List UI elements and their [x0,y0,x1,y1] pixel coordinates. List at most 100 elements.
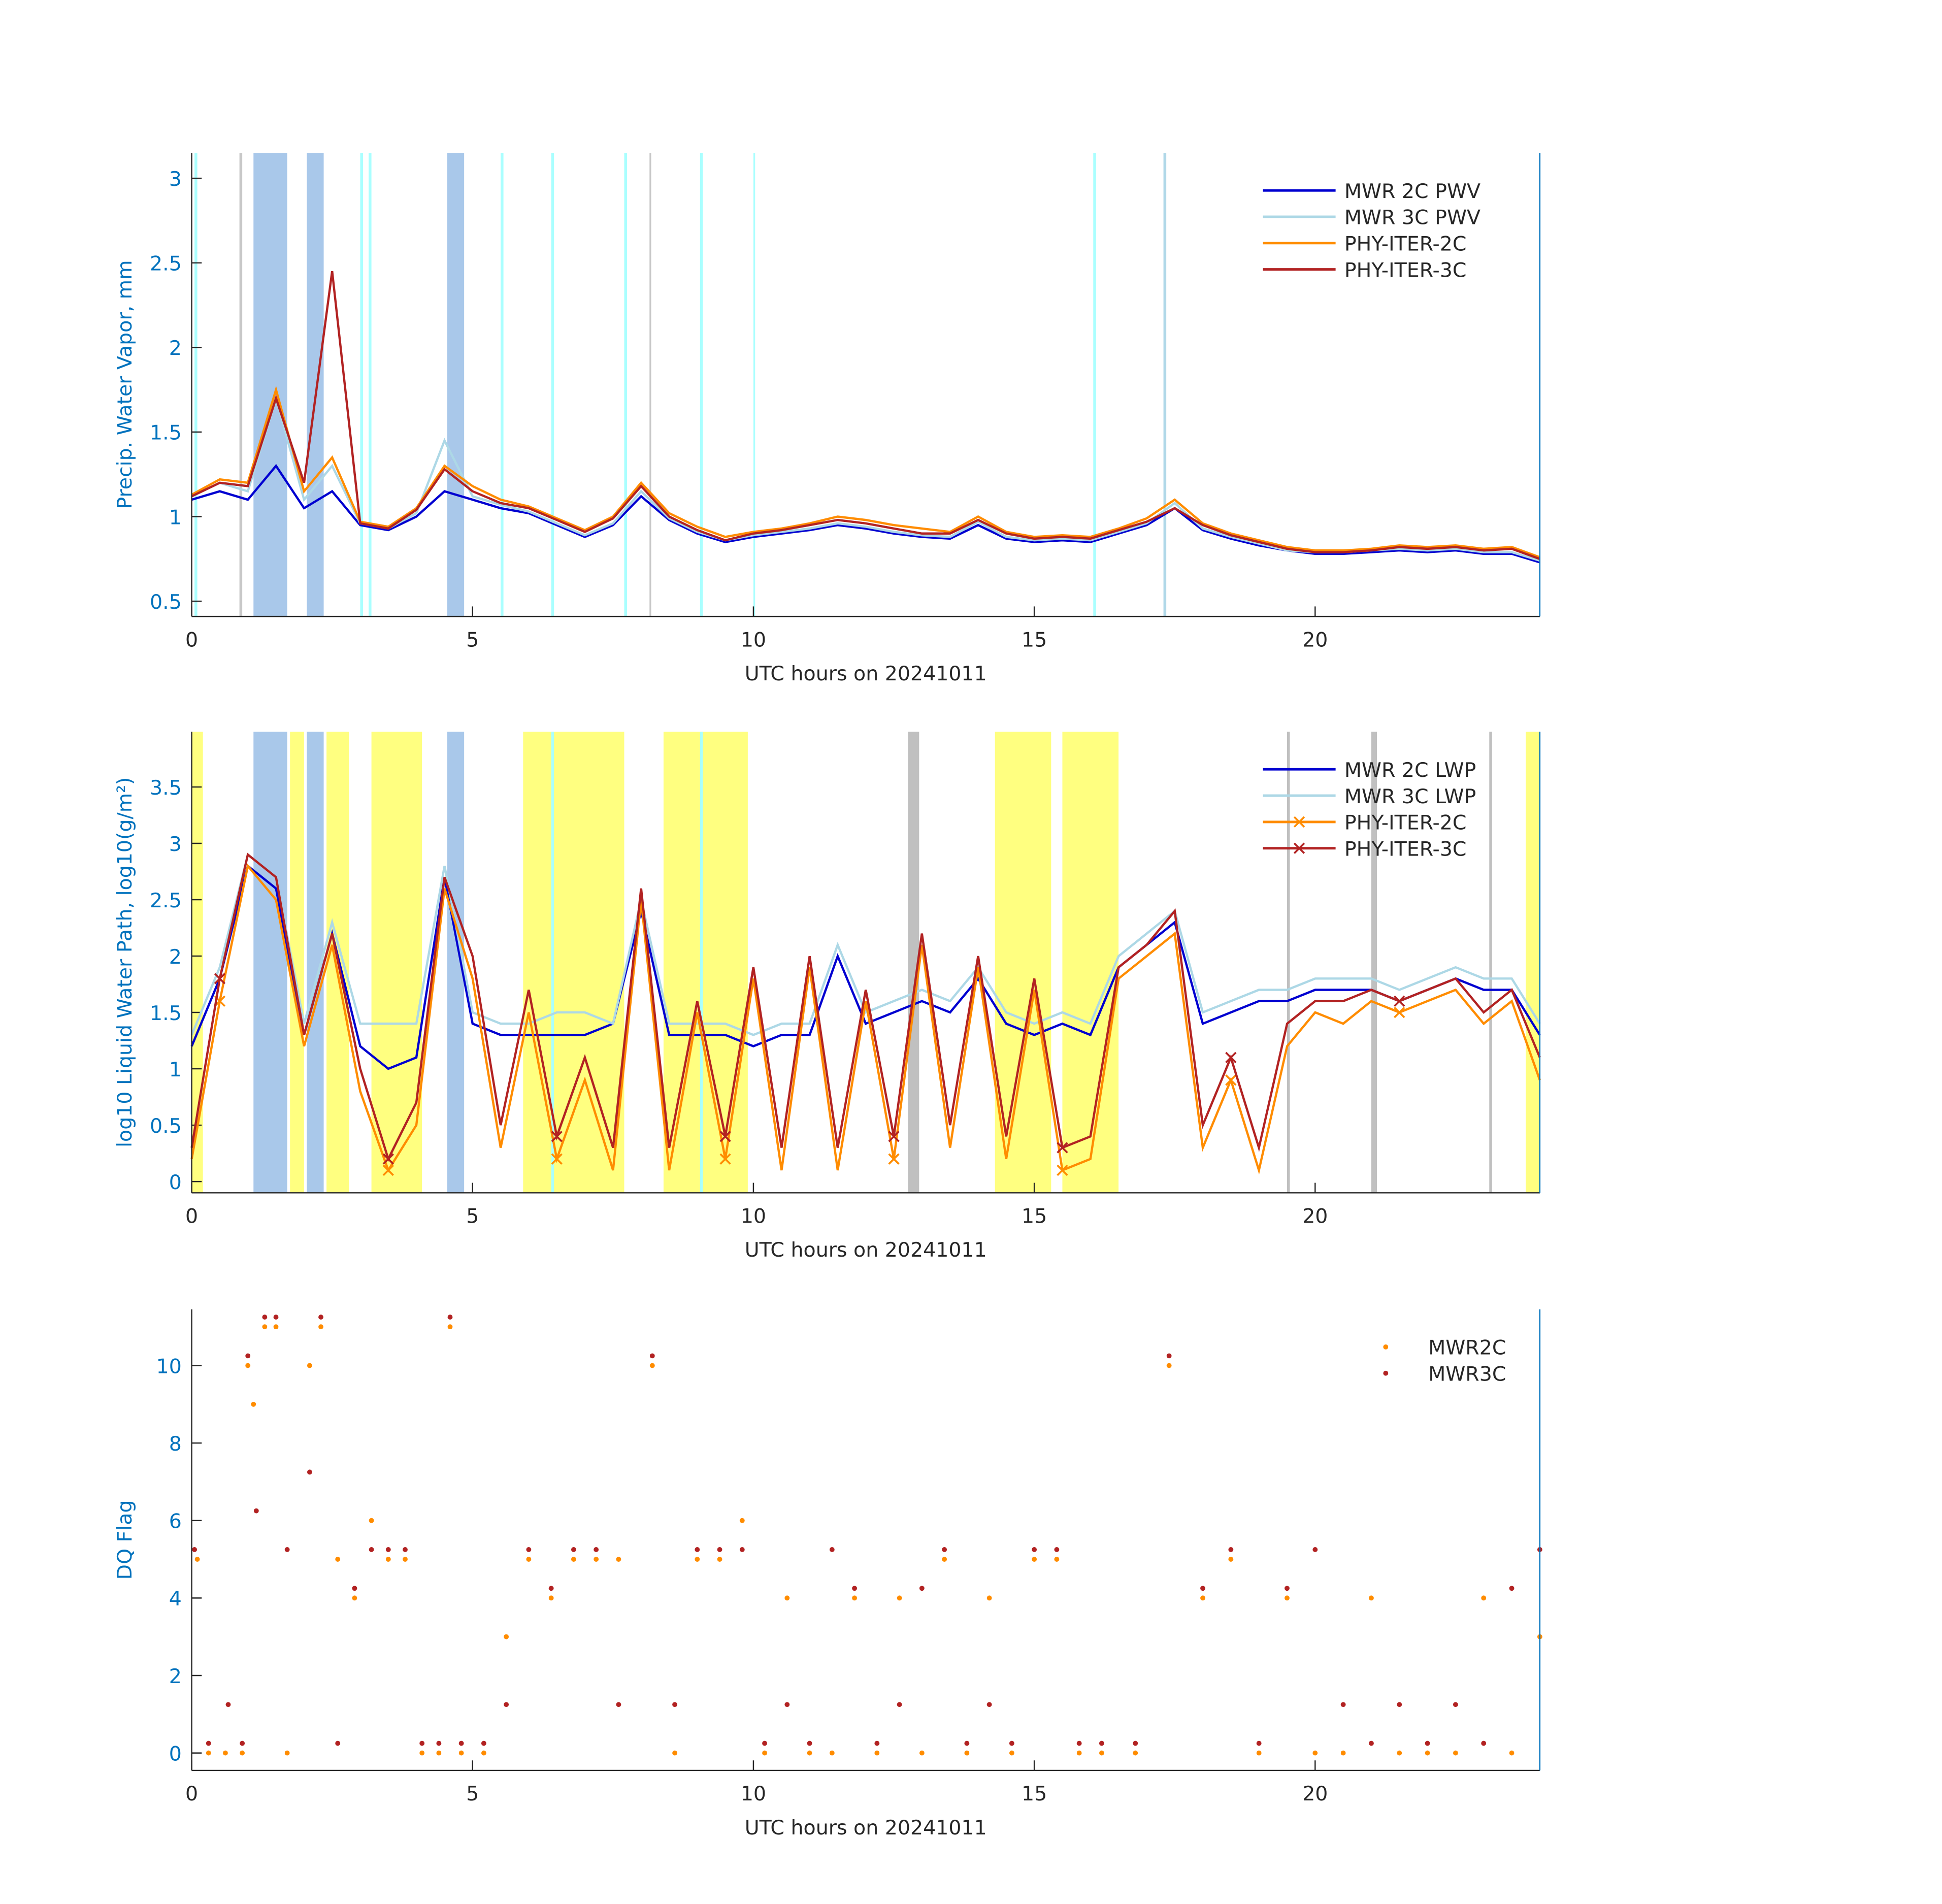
x-marker [888,1153,900,1165]
legend-label: MWR 2C PWV [1344,180,1480,203]
scatter-point [1099,1750,1104,1756]
scatter-point [192,1547,198,1552]
scatter-point [807,1750,812,1756]
scatter-point [240,1750,245,1756]
scatter-point [240,1741,245,1746]
scatter-point [829,1547,835,1552]
y-tick-label: 0.5 [150,590,182,614]
x-tick-label: 10 [741,1782,766,1805]
series-line [191,464,1540,564]
y-axis-label: log10 Liquid Water Path, log10(g/m²) [113,777,137,1147]
scatter-point [672,1750,677,1756]
y-tick-label: 10 [156,1355,182,1378]
flag-band [239,153,243,617]
flag-band [307,153,324,617]
scatter-point [225,1702,231,1708]
scatter-point [942,1547,947,1552]
scatter-point [458,1741,464,1746]
scatter-point [874,1741,880,1746]
flag-band [551,732,554,1193]
legend-label: PHY-ITER-3C [1344,258,1467,282]
x-tick-label: 10 [741,628,766,651]
legend-label: PHY-ITER-3C [1344,837,1467,861]
scatter-point [1228,1557,1234,1562]
scatter-point [1200,1586,1205,1591]
y-tick-label: 1.5 [150,1002,182,1025]
scatter-point [273,1315,279,1320]
flag-band [371,732,422,1193]
y-tick-label: 1 [169,506,182,529]
series-line [191,394,1540,562]
scatter-point [1312,1750,1318,1756]
flag-band [191,732,203,1193]
scatter-point [335,1557,341,1562]
scatter-point [964,1741,970,1746]
flag-band [995,732,1051,1193]
x-marker [382,1164,394,1176]
legend-label: MWR 3C PWV [1344,206,1480,229]
x-marker [551,1131,563,1142]
scatter-point [1054,1557,1060,1562]
scatter-point [403,1547,408,1552]
scatter-point [897,1595,902,1601]
scatter-point [1285,1595,1290,1601]
scatter-point [649,1353,655,1359]
scatter-point [1099,1741,1104,1746]
y-tick-label: 0 [169,1742,182,1765]
legend-label: MWR 2C LWP [1344,759,1476,782]
scatter-point [784,1595,790,1601]
scatter-point [526,1557,532,1562]
scatter-point [1256,1750,1262,1756]
y-tick-label: 2 [169,1665,182,1688]
scatter-point [419,1741,425,1746]
scatter-point [695,1547,700,1552]
y-axis-label: DQ Flag [113,1500,137,1580]
scatter-point [1369,1595,1374,1601]
series-line [190,852,1541,1036]
scatter-point [1453,1702,1458,1708]
x-marker [214,973,226,984]
scatter-point [1340,1702,1346,1708]
scatter-point [251,1401,256,1407]
legend-marker [1383,1344,1389,1350]
scatter-point [807,1741,812,1746]
scatter-point [1200,1595,1205,1601]
scatter-point [245,1353,251,1359]
scatter-point [717,1557,722,1562]
flag-band [360,153,364,617]
x-marker [551,1153,563,1165]
scatter-point [1228,1547,1234,1552]
x-marker [719,1153,731,1165]
scatter-point [1054,1547,1060,1552]
x-tick-label: 5 [466,1205,479,1228]
scatter-point [369,1547,374,1552]
scatter-point [1166,1353,1172,1359]
scatter-point [447,1324,453,1330]
scatter-point [318,1315,323,1320]
x-tick-label: 15 [1022,1782,1047,1805]
scatter-point [1509,1586,1515,1591]
scatter-point [1133,1741,1138,1746]
flag-band [1526,732,1540,1193]
scatter-point [1509,1750,1515,1756]
scatter-point [307,1469,312,1475]
scatter-point [852,1586,858,1591]
scatter-point [1285,1586,1290,1591]
x-tick-label: 5 [466,1782,479,1805]
x-tick-label: 15 [1022,628,1047,651]
series-line [191,385,1540,559]
scatter-point [548,1595,554,1601]
legend-label: PHY-ITER-2C [1344,233,1467,256]
scatter-point [436,1741,442,1746]
series-line [190,864,1541,1070]
scatter-point [284,1547,290,1552]
scatter-point [419,1750,425,1756]
scatter-point [874,1750,880,1756]
panel: 0 0.5 1 1.5 2 2.5 3 3.5 0 5 10 15 20 UTC hours on 202… [113,732,1541,1262]
scatter-point [504,1702,509,1708]
scatter-point [1481,1741,1487,1746]
flag-band [194,153,198,617]
scatter-point [1009,1741,1014,1746]
y-tick-label: 1 [169,1058,182,1081]
scatter-point [1256,1741,1262,1746]
